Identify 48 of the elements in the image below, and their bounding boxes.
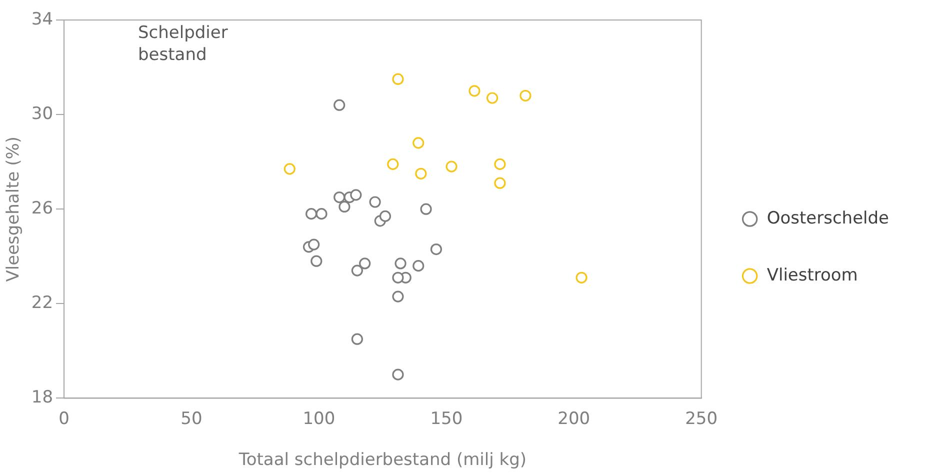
x-tick-label: 50 xyxy=(180,408,202,429)
point xyxy=(420,203,432,215)
point xyxy=(350,189,362,201)
point xyxy=(415,168,427,180)
x-tick-label: 200 xyxy=(558,408,590,429)
point xyxy=(351,333,363,345)
point xyxy=(494,177,506,189)
point xyxy=(359,258,371,270)
point xyxy=(392,272,404,284)
point xyxy=(334,99,346,111)
legend-label: Vliestroom xyxy=(766,265,858,286)
annotation: Schelpdier bestand xyxy=(138,22,229,66)
y-tick-label: 22 xyxy=(31,293,54,314)
point xyxy=(446,160,458,172)
point xyxy=(338,200,350,213)
point xyxy=(369,196,381,208)
point xyxy=(494,158,506,170)
point xyxy=(392,368,404,380)
y-axis-title: Vleesgehalte (%) xyxy=(4,136,24,282)
point xyxy=(387,158,399,170)
y-tick-label: 18 xyxy=(31,388,54,408)
x-tick-label: 250 xyxy=(685,408,718,429)
point xyxy=(468,85,480,97)
point xyxy=(306,208,318,220)
point xyxy=(392,290,404,302)
y-tick-label: 34 xyxy=(31,9,54,30)
x-tick-label: 150 xyxy=(430,408,463,429)
x-axis-title: Totaal schelpdierbestand (milj kg) xyxy=(238,450,527,470)
point xyxy=(310,255,322,267)
point xyxy=(351,264,363,276)
legend-label: Oosterschelde xyxy=(766,208,890,228)
point xyxy=(284,163,296,175)
point xyxy=(379,210,392,222)
point xyxy=(520,90,532,102)
point xyxy=(392,73,404,85)
point xyxy=(412,260,424,272)
point xyxy=(394,258,406,270)
y-tick-label: 26 xyxy=(31,198,54,219)
x-tick-label: 0 xyxy=(58,408,70,429)
point xyxy=(334,191,346,204)
point xyxy=(412,137,424,149)
x-tick-label: 100 xyxy=(302,408,336,429)
point xyxy=(308,238,320,250)
point xyxy=(576,272,588,284)
point xyxy=(486,92,498,104)
y-tick-label: 30 xyxy=(31,104,54,124)
point xyxy=(430,243,442,256)
point xyxy=(316,208,328,220)
